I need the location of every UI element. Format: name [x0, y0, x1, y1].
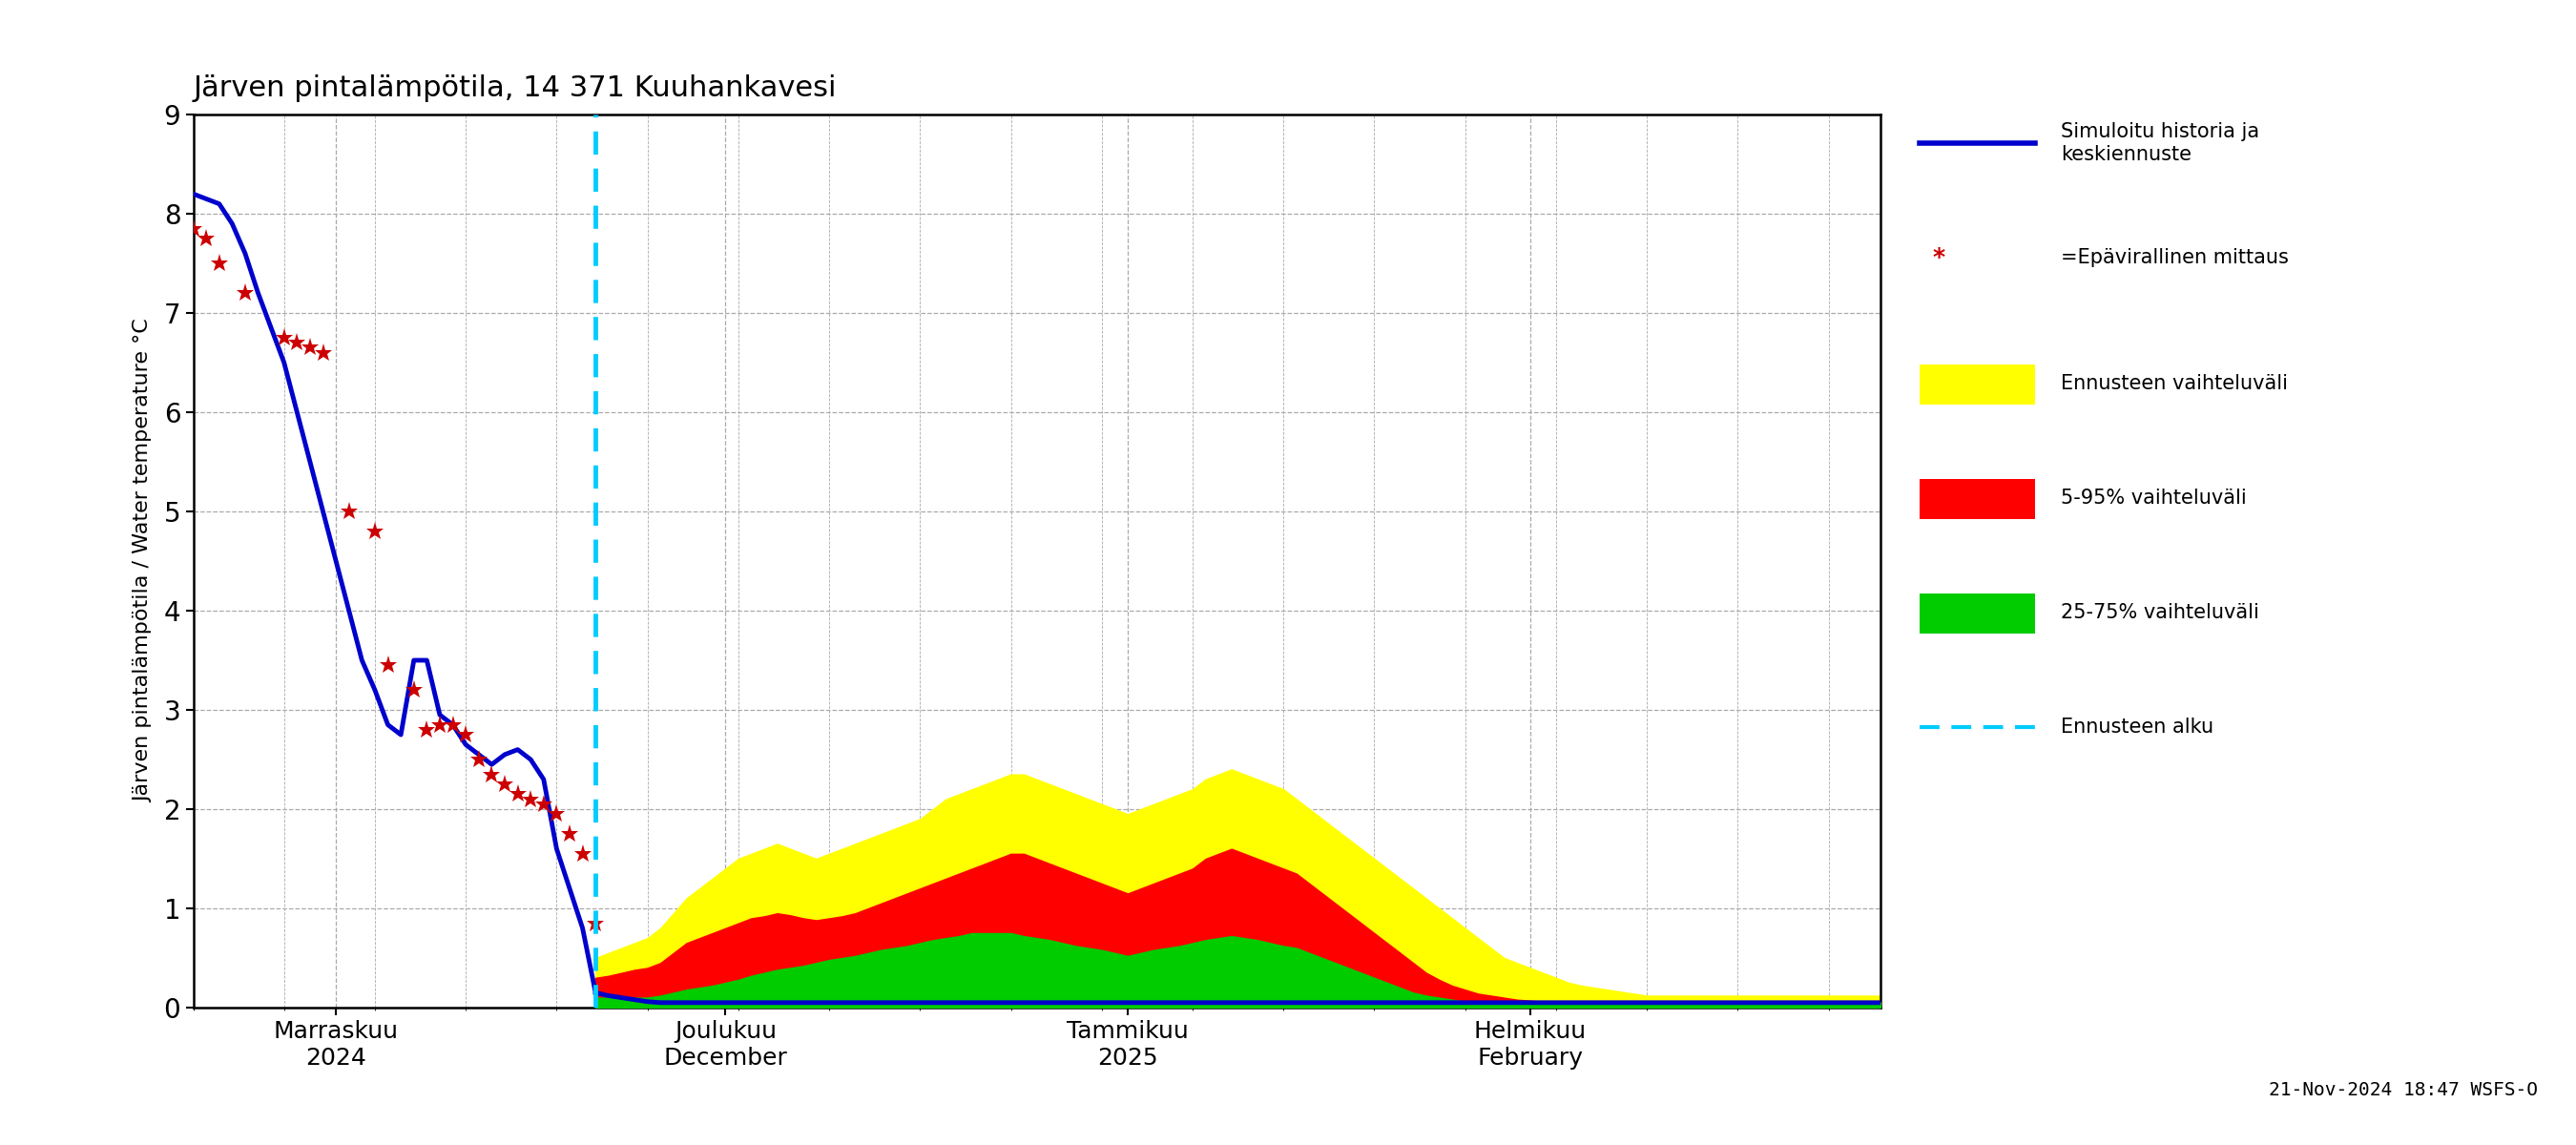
Text: 25-75% vaihteluväli: 25-75% vaihteluväli: [2061, 603, 2259, 622]
Text: Simuloitu historia ja
keskiennuste: Simuloitu historia ja keskiennuste: [2061, 123, 2259, 164]
Text: Järven pintalämpötila, 14 371 Kuuhankavesi: Järven pintalämpötila, 14 371 Kuuhankave…: [193, 74, 837, 102]
Text: =Epävirallinen mittaus: =Epävirallinen mittaus: [2061, 248, 2287, 267]
Text: 5-95% vaihteluväli: 5-95% vaihteluväli: [2061, 489, 2246, 507]
Text: *: *: [1932, 246, 1945, 269]
Text: Ennusteen vaihteluväli: Ennusteen vaihteluväli: [2061, 374, 2287, 393]
Text: 21-Nov-2024 18:47 WSFS-O: 21-Nov-2024 18:47 WSFS-O: [2269, 1081, 2537, 1099]
Text: Ennusteen alku: Ennusteen alku: [2061, 718, 2213, 736]
Y-axis label: Järven pintalämpötila / Water temperature °C: Järven pintalämpötila / Water temperatur…: [134, 319, 152, 803]
